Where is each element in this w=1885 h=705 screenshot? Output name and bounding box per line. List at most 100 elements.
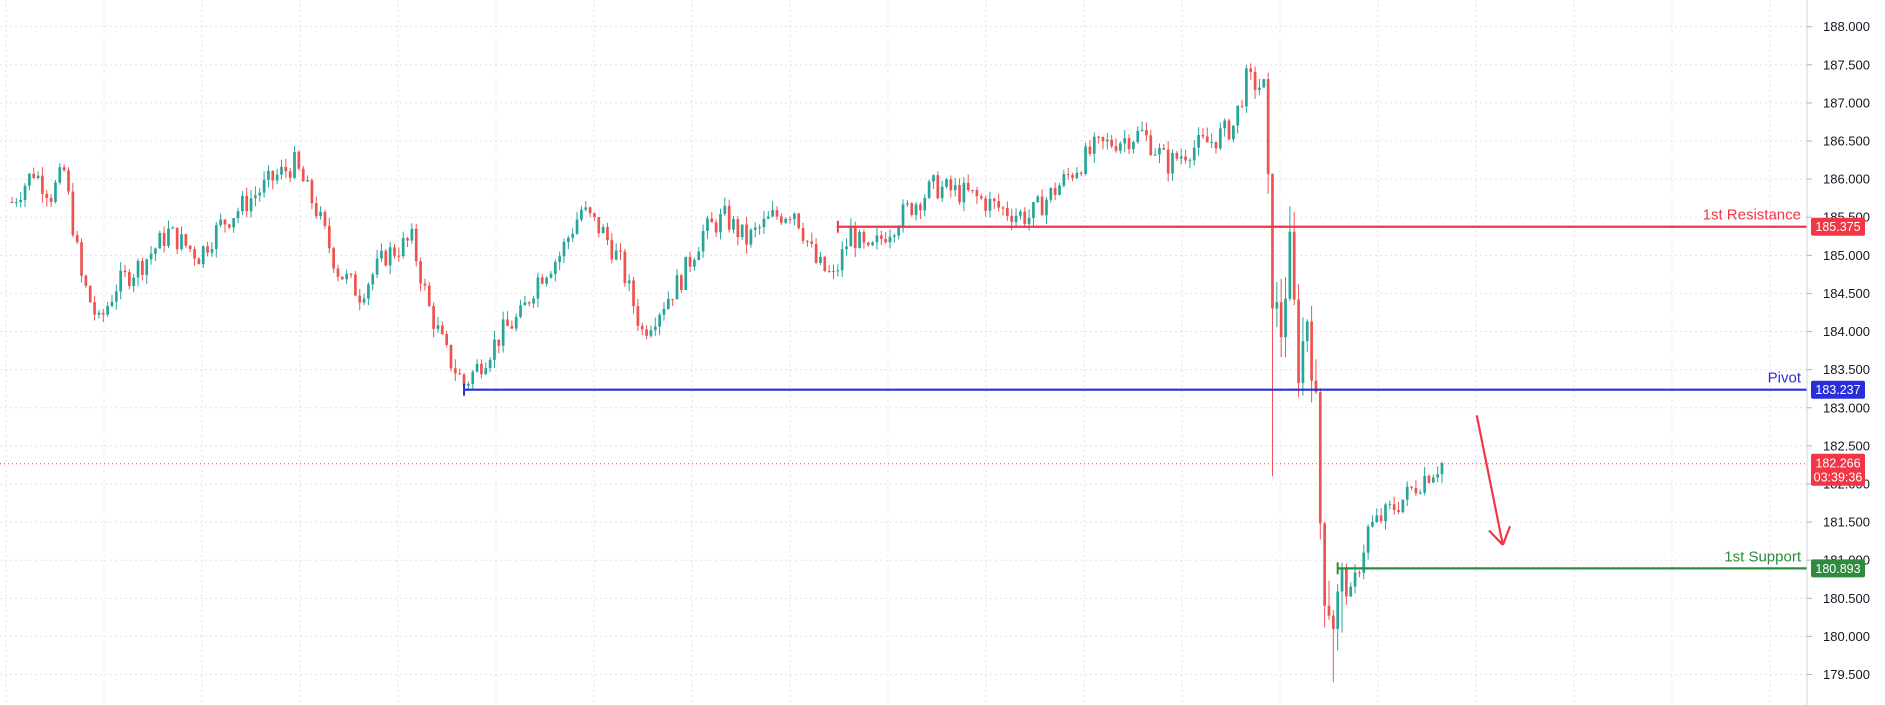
candle-body <box>632 280 635 307</box>
candle-body <box>475 363 479 372</box>
candle-body <box>523 302 527 306</box>
candle-body <box>958 185 961 203</box>
candle-body <box>80 242 83 276</box>
candle-body <box>662 308 666 315</box>
candle-body <box>953 185 957 191</box>
candle-body <box>423 283 427 286</box>
candle-body <box>940 186 944 199</box>
price-tick-label: 183.000 <box>1823 400 1870 415</box>
candle-body <box>1258 87 1261 90</box>
candle-body <box>1227 120 1231 140</box>
candle-body <box>62 167 66 171</box>
arrow-head-left <box>1488 529 1504 546</box>
candle-body <box>862 232 866 243</box>
resistance-price-badge <box>1811 217 1865 236</box>
candle-body <box>54 182 57 202</box>
candle-body <box>223 219 227 225</box>
candle-body <box>106 306 109 315</box>
candle-body <box>1318 392 1322 524</box>
forecast-arrow <box>1475 415 1512 546</box>
candle-body <box>984 198 987 211</box>
candle-body <box>901 204 905 229</box>
candle-body <box>740 224 744 238</box>
candle-body <box>1414 487 1418 494</box>
candle-body <box>975 190 979 197</box>
candle-body <box>779 216 783 223</box>
candle-body <box>680 275 683 290</box>
candle-body <box>962 182 966 203</box>
candle-body <box>1027 217 1031 224</box>
candle-body <box>367 284 370 299</box>
candle-body <box>1119 143 1122 151</box>
price-tick-label: 187.500 <box>1823 57 1870 72</box>
candle-body <box>793 213 796 220</box>
candle-body <box>97 312 101 315</box>
candle-body <box>1162 147 1166 150</box>
candle-body <box>580 209 583 220</box>
candle-body <box>36 175 40 178</box>
candle-body <box>945 179 948 187</box>
candle-body <box>1301 341 1305 384</box>
candle-body <box>1392 504 1396 511</box>
candle-body <box>167 228 170 246</box>
candle-body <box>28 173 31 186</box>
candle-body <box>745 224 748 245</box>
candle-body <box>136 260 140 278</box>
candle-body <box>949 179 953 191</box>
candle-body <box>1218 128 1222 149</box>
candle-body <box>232 218 236 228</box>
levels: 1st Resistance Pivot 1st Support <box>0 207 1807 575</box>
candle-body <box>753 227 757 230</box>
price-axis[interactable]: 188.000187.500187.000186.500186.000185.5… <box>1806 0 1885 705</box>
candle-body <box>797 213 801 229</box>
candle-body <box>719 213 722 233</box>
candle-body <box>1001 207 1005 209</box>
candle-body <box>1323 523 1326 606</box>
candle-body <box>697 251 701 261</box>
pivot-price-badge-text: 183.237 <box>1815 383 1860 397</box>
candle-body <box>436 325 440 329</box>
candle-body <box>45 193 49 198</box>
candle-body <box>1405 486 1409 500</box>
candle-body <box>380 250 383 259</box>
price-axis-background <box>1807 0 1885 705</box>
candle-body <box>1110 139 1114 147</box>
candle-body <box>749 229 753 245</box>
candle-body <box>1075 172 1079 178</box>
candle-body <box>1171 152 1174 174</box>
candle-body <box>14 202 18 204</box>
candle-body <box>349 273 353 275</box>
candle-body <box>297 151 301 169</box>
candle-body <box>171 227 175 229</box>
candle-body <box>254 195 257 199</box>
candle-body <box>440 325 444 335</box>
candle-body <box>614 250 618 260</box>
candle-body <box>636 306 640 326</box>
candle-body <box>1427 475 1431 483</box>
candle-body <box>1019 211 1022 216</box>
candle-body <box>1188 160 1192 162</box>
candle-body <box>723 205 727 214</box>
pivot-price-badge <box>1811 380 1865 399</box>
candle-body <box>1210 141 1213 143</box>
candle-body <box>897 228 901 236</box>
candle-body <box>1136 130 1140 143</box>
candle-body <box>653 326 657 331</box>
candle-body <box>1336 591 1340 629</box>
candle-body <box>449 344 453 369</box>
current-price-badge <box>1811 453 1865 486</box>
candle-body <box>766 216 770 219</box>
candle-body <box>1123 138 1127 144</box>
candle-body <box>1345 567 1348 597</box>
candle-body <box>588 207 592 214</box>
candle-body <box>771 210 774 217</box>
candle-body <box>640 325 644 330</box>
candle-body <box>992 198 996 202</box>
candle-body <box>1379 515 1383 522</box>
candle-body <box>884 238 887 243</box>
candle-body <box>1397 510 1400 512</box>
candle-body <box>853 227 857 249</box>
candle-body <box>1288 231 1292 299</box>
